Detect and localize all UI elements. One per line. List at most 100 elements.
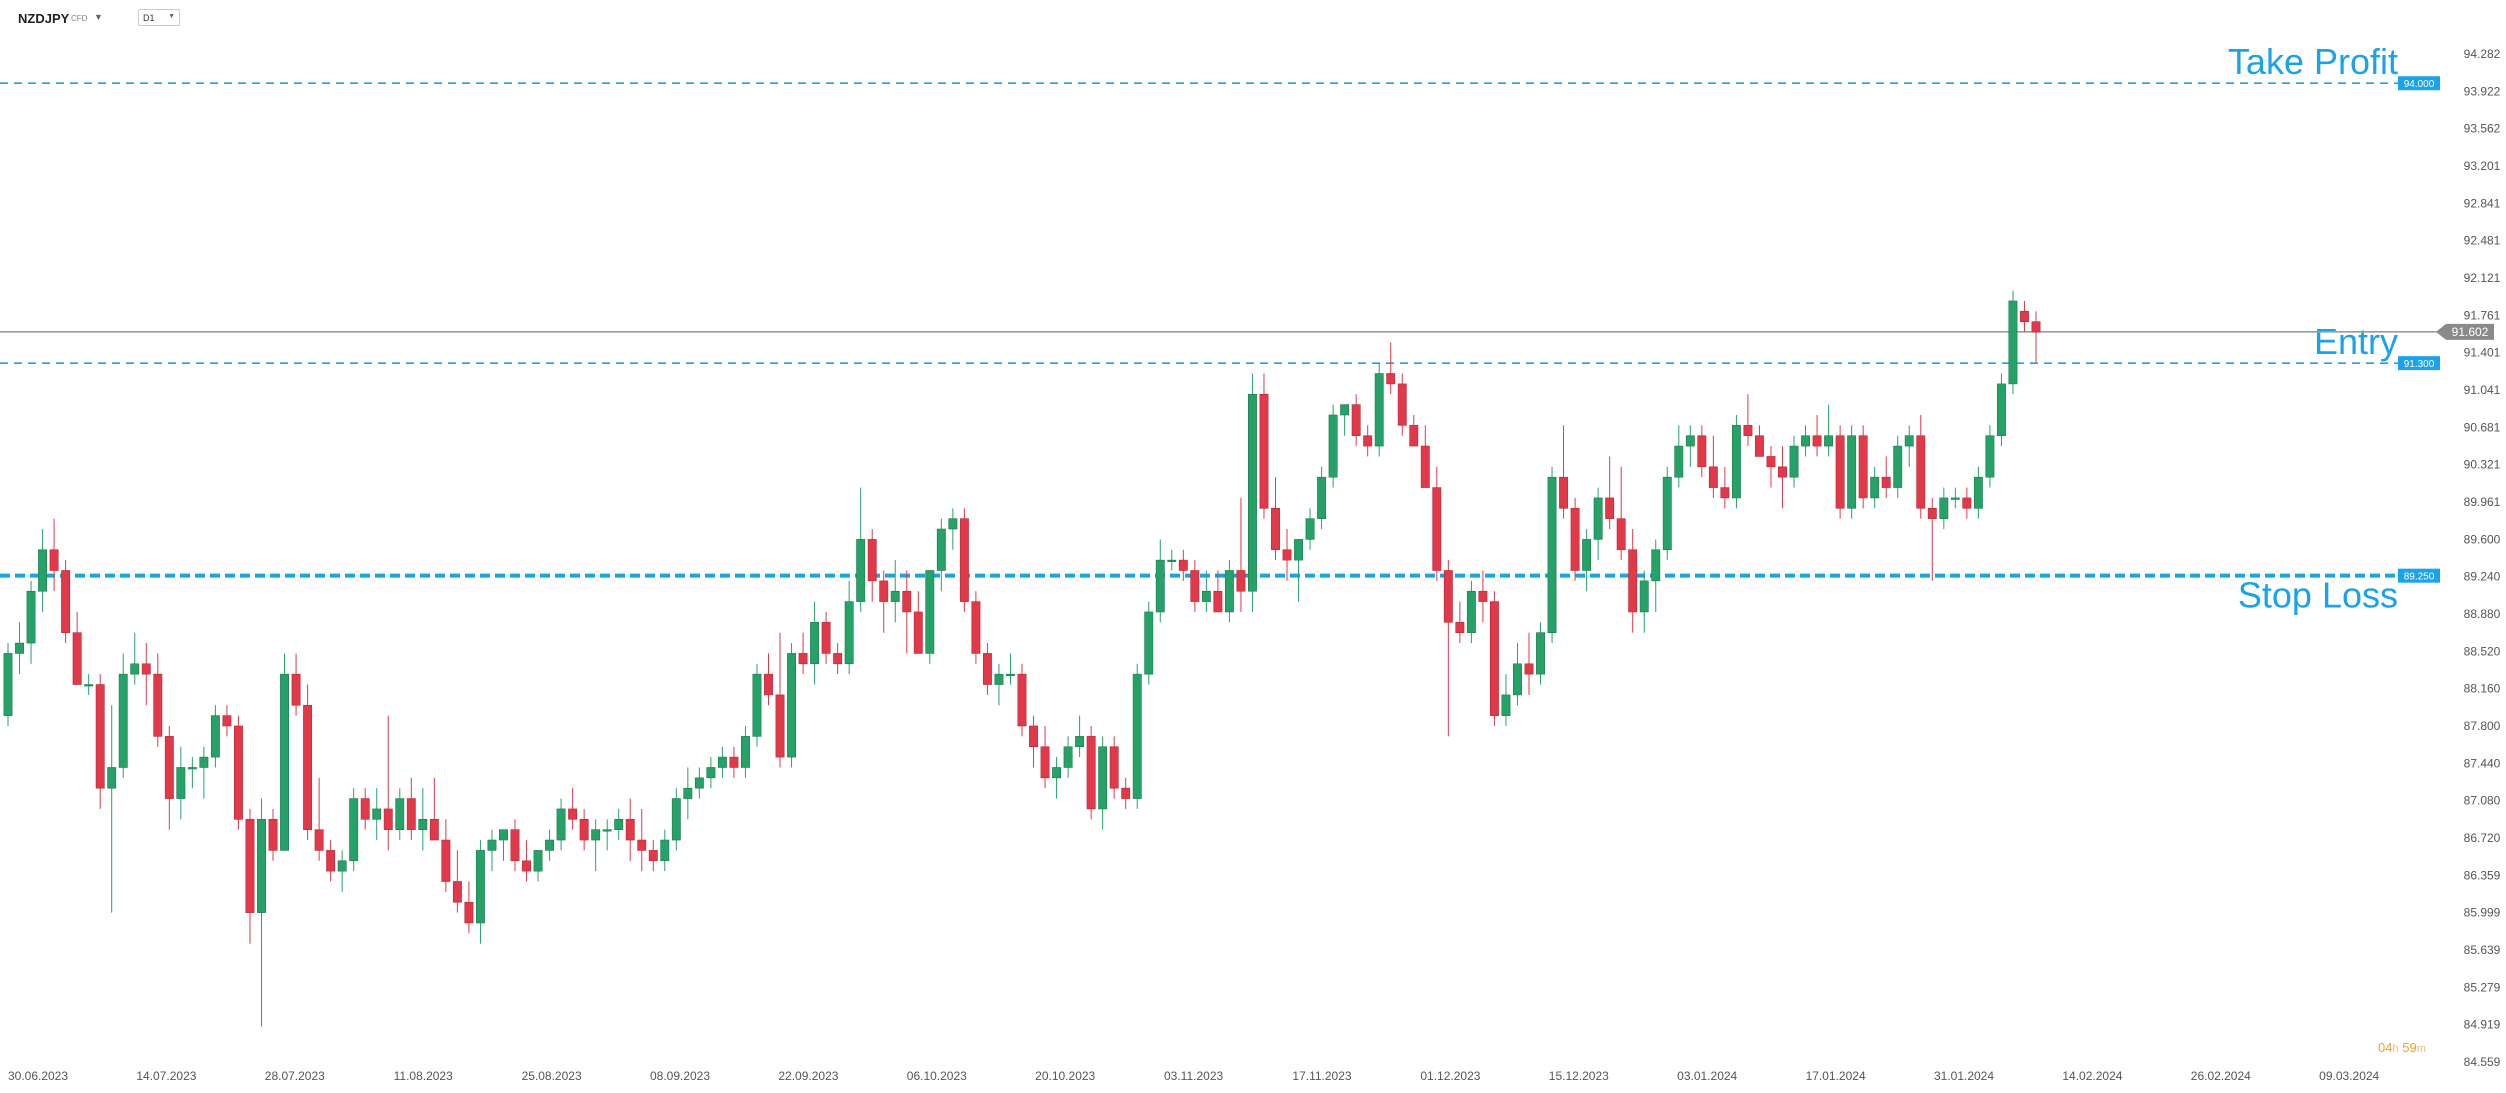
candle xyxy=(1478,570,1488,623)
candle xyxy=(1985,425,1995,488)
candle-body xyxy=(959,518,969,602)
candle-body xyxy=(1155,559,1165,613)
candle xyxy=(383,715,393,851)
y-tick-label: 89.961 xyxy=(2464,495,2501,509)
candle xyxy=(303,684,313,841)
candle xyxy=(222,705,232,737)
symbol-dropdown-icon[interactable]: ▼ xyxy=(94,12,103,22)
x-tick-label: 17.11.2023 xyxy=(1292,1069,1351,1083)
candle xyxy=(1996,373,2006,447)
candle-body xyxy=(291,673,301,706)
y-tick-label: 92.841 xyxy=(2464,196,2501,210)
candle-body xyxy=(475,850,485,924)
candle xyxy=(614,808,624,841)
candle-body xyxy=(1029,725,1038,748)
candle-body xyxy=(1040,746,1050,779)
candle-body xyxy=(314,829,324,851)
candle-body xyxy=(1121,787,1131,799)
candle-body xyxy=(602,829,612,832)
candle-body xyxy=(1466,590,1476,633)
candle xyxy=(1766,446,1776,488)
level-price-badge xyxy=(2398,356,2440,371)
candle xyxy=(337,850,347,892)
candle-countdown: 04h 59m xyxy=(2378,1040,2426,1055)
candle xyxy=(1489,591,1499,726)
candle-body xyxy=(1213,590,1223,613)
candle xyxy=(1259,373,1269,519)
y-tick-label: 86.359 xyxy=(2464,868,2501,882)
candle-body xyxy=(1443,570,1453,623)
y-tick-label: 90.681 xyxy=(2464,420,2501,434)
candle xyxy=(1167,549,1177,571)
y-tick-label: 84.559 xyxy=(2464,1055,2501,1069)
y-tick-label: 84.919 xyxy=(2464,1018,2501,1032)
candle xyxy=(1939,487,1949,530)
candle-body xyxy=(1708,466,1718,488)
candle-body xyxy=(821,622,831,654)
candle-body xyxy=(1616,518,1626,551)
candle-body xyxy=(1582,539,1592,571)
y-tick-label: 89.240 xyxy=(2464,570,2501,584)
x-tick-label: 01.12.2023 xyxy=(1420,1069,1480,1083)
candle xyxy=(176,746,186,820)
candle xyxy=(1282,529,1292,581)
candle-body xyxy=(844,601,854,665)
candle-body xyxy=(429,819,439,841)
candle-body xyxy=(257,819,266,913)
countdown-hours: 04 xyxy=(2378,1040,2393,1055)
candle xyxy=(1835,425,1845,519)
candle xyxy=(1628,529,1638,633)
candle-body xyxy=(545,839,555,851)
candle-body xyxy=(360,798,370,820)
x-tick-label: 14.02.2024 xyxy=(2062,1069,2122,1083)
x-tick-label: 20.10.2023 xyxy=(1035,1069,1095,1083)
countdown-hours-unit: h xyxy=(2392,1043,2399,1055)
candle xyxy=(1052,757,1062,799)
x-tick-label: 14.07.2023 xyxy=(136,1069,196,1083)
candle xyxy=(1881,456,1891,498)
candle-body xyxy=(1340,404,1350,416)
symbol-name[interactable]: NZDJPY xyxy=(18,11,70,26)
candle xyxy=(902,570,912,654)
candle xyxy=(1420,425,1430,488)
candle xyxy=(26,580,36,664)
candle-body xyxy=(1294,539,1303,561)
candle xyxy=(1789,435,1799,488)
candle xyxy=(1224,560,1234,623)
candle-body xyxy=(1962,497,1972,509)
candle-body xyxy=(1731,425,1741,499)
candle xyxy=(245,808,255,944)
candle xyxy=(1801,425,1810,457)
y-tick-label: 92.481 xyxy=(2464,234,2501,248)
candle-body xyxy=(913,611,923,654)
candle xyxy=(1386,342,1396,395)
candle-body xyxy=(1006,673,1015,676)
y-tick-label: 88.520 xyxy=(2464,644,2501,658)
candle xyxy=(936,518,946,592)
candle xyxy=(1029,715,1038,768)
candle-body xyxy=(1766,456,1776,468)
candle-body xyxy=(1052,767,1062,779)
candle-body xyxy=(1685,435,1695,447)
x-tick-label: 22.09.2023 xyxy=(778,1069,838,1083)
candlestick-series xyxy=(3,290,2041,1027)
candle xyxy=(833,643,843,675)
candle xyxy=(406,777,416,841)
candle-body xyxy=(1017,673,1027,727)
candle xyxy=(1893,435,1903,498)
candle xyxy=(1017,663,1027,737)
candle-body xyxy=(187,767,197,770)
candle xyxy=(844,580,854,675)
countdown-minutes: 59 xyxy=(2402,1040,2417,1055)
candle-body xyxy=(810,622,820,665)
candle-body xyxy=(1651,549,1661,582)
candle-body xyxy=(1755,435,1764,457)
candle-body xyxy=(1812,435,1822,447)
candle xyxy=(971,591,981,664)
candle xyxy=(1501,674,1511,726)
candle xyxy=(3,643,13,726)
timeframe-select[interactable]: D1 ▼ xyxy=(138,9,180,26)
candle xyxy=(1778,446,1787,509)
candle xyxy=(556,798,566,851)
